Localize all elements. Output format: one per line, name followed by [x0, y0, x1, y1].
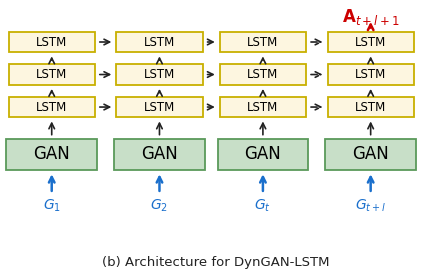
FancyBboxPatch shape: [217, 139, 307, 170]
Text: GAN: GAN: [33, 146, 70, 163]
Text: LSTM: LSTM: [354, 36, 385, 49]
FancyBboxPatch shape: [219, 64, 305, 85]
FancyBboxPatch shape: [6, 139, 97, 170]
Text: $G_t$: $G_t$: [254, 198, 271, 214]
Text: LSTM: LSTM: [247, 101, 278, 114]
FancyBboxPatch shape: [327, 32, 413, 52]
Text: (b) Architecture for DynGAN-LSTM: (b) Architecture for DynGAN-LSTM: [101, 256, 329, 269]
Text: LSTM: LSTM: [36, 101, 67, 114]
Text: GAN: GAN: [141, 146, 178, 163]
FancyBboxPatch shape: [219, 97, 305, 117]
FancyBboxPatch shape: [219, 32, 305, 52]
FancyBboxPatch shape: [116, 64, 202, 85]
FancyBboxPatch shape: [116, 97, 202, 117]
FancyBboxPatch shape: [9, 97, 95, 117]
FancyBboxPatch shape: [116, 32, 202, 52]
Text: GAN: GAN: [351, 146, 388, 163]
Text: LSTM: LSTM: [144, 68, 175, 81]
Text: LSTM: LSTM: [144, 101, 175, 114]
FancyBboxPatch shape: [114, 139, 204, 170]
Text: $G_1$: $G_1$: [43, 198, 61, 214]
FancyBboxPatch shape: [325, 139, 415, 170]
Text: LSTM: LSTM: [247, 68, 278, 81]
Text: GAN: GAN: [244, 146, 281, 163]
FancyBboxPatch shape: [327, 64, 413, 85]
Text: LSTM: LSTM: [354, 101, 385, 114]
Text: LSTM: LSTM: [144, 36, 175, 49]
Text: $G_2$: $G_2$: [150, 198, 168, 214]
FancyBboxPatch shape: [9, 64, 95, 85]
Text: LSTM: LSTM: [247, 36, 278, 49]
Text: LSTM: LSTM: [36, 68, 67, 81]
Text: LSTM: LSTM: [36, 36, 67, 49]
FancyBboxPatch shape: [327, 97, 413, 117]
Text: $\mathbf{A}_{t+l+1}$: $\mathbf{A}_{t+l+1}$: [341, 7, 399, 27]
Text: $G_{t+l}$: $G_{t+l}$: [354, 198, 385, 214]
FancyBboxPatch shape: [9, 32, 95, 52]
Text: LSTM: LSTM: [354, 68, 385, 81]
